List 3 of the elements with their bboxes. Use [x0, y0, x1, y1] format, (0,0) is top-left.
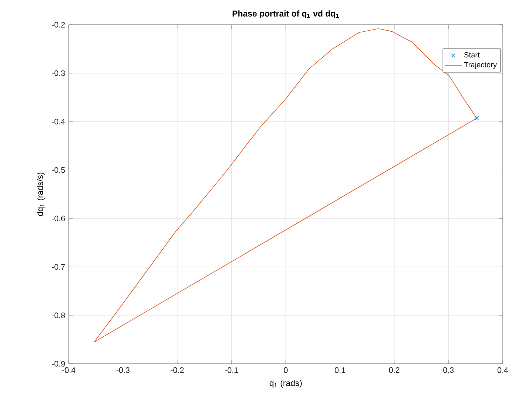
chart-title: Phase portrait of q$_{1}$ vd dq$_{1}$ — [232, 10, 339, 18]
x-axis-title: q$_{1}$ (rads) — [270, 380, 302, 388]
y-axis-title: dq$_{1}$ (rads/s) — [37, 172, 45, 216]
